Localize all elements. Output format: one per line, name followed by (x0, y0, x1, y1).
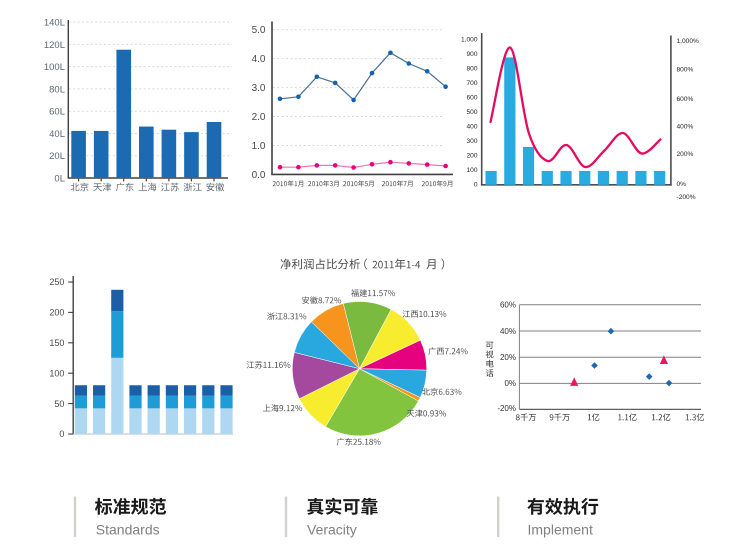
svg-text:80L: 80L (49, 84, 65, 95)
svg-text:250: 250 (49, 277, 64, 287)
svg-text:1,000%: 1,000% (677, 38, 700, 45)
svg-text:-200%: -200% (677, 194, 696, 201)
svg-text:1.0: 1.0 (252, 141, 266, 152)
svg-text:3.0: 3.0 (252, 83, 266, 94)
svg-text:Standards: Standards (96, 521, 160, 537)
svg-text:5.0: 5.0 (252, 25, 266, 36)
svg-text:0: 0 (59, 429, 64, 439)
svg-text:600: 600 (466, 95, 477, 102)
svg-text:600%: 600% (677, 96, 694, 103)
svg-text:900: 900 (466, 51, 477, 58)
svg-text:500: 500 (466, 109, 477, 116)
svg-text:60L: 60L (49, 107, 65, 118)
svg-text:-20%: -20% (497, 404, 516, 413)
svg-text:0.0: 0.0 (252, 170, 266, 181)
svg-text:60%: 60% (500, 301, 516, 310)
svg-text:700: 700 (466, 80, 477, 87)
svg-text:200: 200 (49, 308, 64, 318)
svg-text:400%: 400% (677, 124, 694, 131)
svg-text:0%: 0% (504, 379, 516, 388)
svg-text:4.0: 4.0 (252, 54, 266, 65)
svg-text:0: 0 (474, 181, 478, 188)
svg-text:300: 300 (466, 138, 477, 145)
svg-text:100: 100 (49, 368, 64, 378)
svg-text:40%: 40% (500, 327, 516, 336)
svg-text:2.0: 2.0 (252, 112, 266, 123)
svg-text:40L: 40L (49, 129, 65, 140)
svg-text:1,000: 1,000 (461, 37, 478, 44)
svg-text:0L: 0L (54, 173, 65, 184)
svg-text:200%: 200% (677, 151, 694, 158)
svg-text:20L: 20L (49, 151, 65, 162)
svg-text:100L: 100L (44, 62, 65, 73)
svg-text:150: 150 (49, 338, 64, 348)
svg-text:200: 200 (466, 152, 477, 159)
svg-text:50: 50 (54, 399, 64, 409)
svg-text:20%: 20% (500, 353, 516, 362)
svg-text:0%: 0% (677, 181, 687, 188)
svg-text:Veracity: Veracity (307, 521, 357, 537)
svg-text:400: 400 (466, 124, 477, 131)
svg-text:800: 800 (466, 66, 477, 73)
svg-text:100: 100 (466, 167, 477, 174)
svg-text:120L: 120L (44, 40, 65, 51)
svg-text:140L: 140L (44, 18, 65, 29)
svg-text:800%: 800% (677, 66, 694, 73)
svg-text:Implement: Implement (528, 521, 593, 537)
